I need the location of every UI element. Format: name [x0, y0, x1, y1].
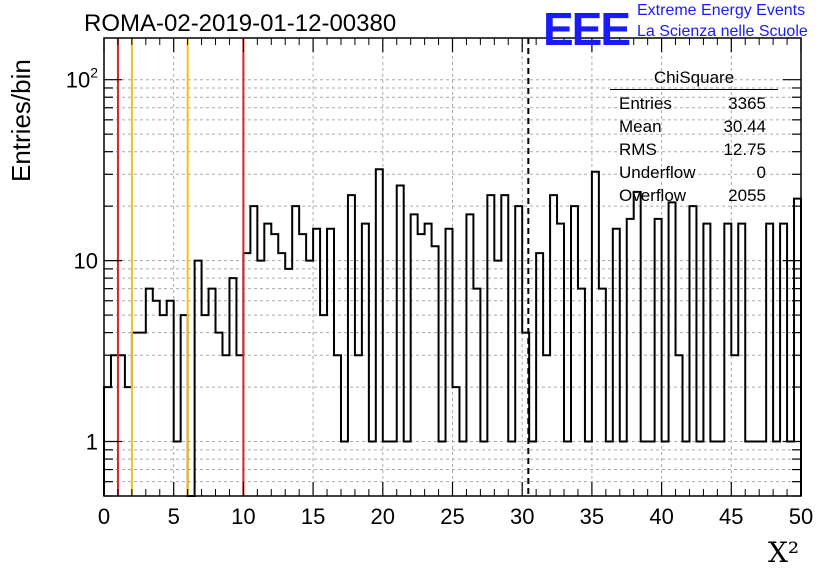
histogram-bin: [195, 261, 202, 496]
logo-subtitle-1: Extreme Energy Events: [637, 2, 806, 19]
x-tick-label: 35: [580, 504, 604, 529]
histogram-bin: [724, 224, 731, 496]
histogram-bin: [425, 224, 432, 496]
histogram-bin: [257, 261, 264, 496]
histogram-bin: [222, 355, 229, 496]
histogram-outline: [103, 168, 802, 497]
histogram-bin: [348, 195, 355, 496]
x-tick-label: 5: [168, 504, 180, 529]
histogram-bin: [146, 289, 153, 496]
stats-value: 30.44: [723, 117, 766, 136]
histogram-bin: [271, 234, 278, 496]
histogram-bin: [132, 333, 139, 496]
histogram-bin: [703, 224, 710, 496]
y-tick-label: 102: [66, 65, 98, 93]
reference-lines: [116, 38, 530, 496]
histogram-bin: [515, 206, 522, 496]
histogram-bin: [292, 206, 299, 496]
histogram-bin: [543, 355, 550, 496]
histogram-bin: [780, 224, 787, 496]
plot-title: ROMA-02-2019-01-12-00380: [84, 10, 397, 37]
stats-row: Overflow 2055: [610, 184, 778, 207]
histogram-bin: [306, 261, 313, 496]
stats-box: ChiSquare Entries 3365 Mean 30.44 RMS 12.75…: [610, 68, 778, 207]
x-tick-label: 10: [231, 504, 255, 529]
histogram-bin: [592, 172, 599, 496]
histogram-bin: [689, 206, 696, 496]
stats-row: Mean 30.44: [610, 115, 778, 138]
histogram-bin: [487, 195, 494, 496]
histogram-bin: [236, 355, 243, 496]
stats-value: 0: [756, 163, 766, 182]
histogram-bin: [432, 246, 439, 496]
histogram-bin: [118, 355, 125, 496]
histogram-bin: [731, 355, 738, 496]
histogram-bin: [264, 224, 271, 496]
stats-label: Underflow: [619, 163, 696, 182]
histogram-bin: [334, 355, 341, 496]
histogram-bin: [209, 289, 216, 496]
y-tick-label: 1: [86, 430, 98, 455]
histogram-bin: [571, 206, 578, 496]
histogram-bin: [738, 224, 745, 496]
histogram-bin: [250, 206, 257, 496]
x-tick-label: 0: [98, 504, 110, 529]
x-tick-label: 50: [789, 504, 813, 529]
histogram-bin: [167, 301, 174, 496]
stats-value: 3365: [728, 94, 766, 113]
histogram-bin: [285, 269, 292, 496]
stats-value: 2055: [728, 186, 766, 205]
stats-label: Entries: [619, 94, 672, 113]
stats-label: Mean: [619, 117, 662, 136]
stats-row: Entries 3365: [610, 92, 778, 115]
histogram-bin: [111, 355, 118, 496]
histogram-bin: [473, 289, 480, 496]
histogram-bin: [578, 289, 585, 496]
histogram-bin: [766, 224, 773, 496]
eee-logo: EEE: [543, 3, 631, 55]
histogram-bin: [550, 195, 557, 496]
y-tick-label: 10: [74, 249, 98, 274]
logo-subtitle-2: La Scienza nelle Scuole: [637, 23, 808, 40]
histogram-bin: [181, 315, 188, 496]
histogram-bin: [320, 315, 327, 496]
stats-label: Overflow: [619, 186, 687, 205]
stats-row: RMS 12.75: [610, 138, 778, 161]
histogram-bin: [216, 333, 223, 496]
histogram-bin: [676, 355, 683, 496]
histogram-bin: [494, 261, 501, 496]
histogram-bin: [599, 289, 606, 496]
histogram-bin: [557, 224, 564, 496]
histogram-bin: [160, 315, 167, 496]
histogram-bin: [355, 355, 362, 496]
y-axis-label: Entries/bin: [6, 59, 36, 182]
stats-title: ChiSquare: [610, 68, 778, 90]
histogram-bin: [362, 224, 369, 496]
histogram-bin: [299, 234, 306, 496]
x-tick-label: 30: [510, 504, 534, 529]
x-tick-label: 20: [371, 504, 395, 529]
histogram-bin: [202, 315, 209, 496]
x-axis-label: X²: [768, 536, 800, 569]
stats-label: RMS: [619, 140, 657, 159]
stats-value: 12.75: [723, 140, 766, 159]
x-tick-label: 15: [301, 504, 325, 529]
histogram-bin: [501, 195, 508, 496]
histogram-bin: [418, 234, 425, 496]
stats-row: Underflow 0: [610, 161, 778, 184]
histogram-bin: [153, 301, 160, 496]
histogram-bin: [634, 192, 641, 496]
x-tick-label: 45: [719, 504, 743, 529]
histogram: [103, 168, 802, 497]
histogram-bin: [794, 199, 801, 496]
x-tick-label: 25: [440, 504, 464, 529]
histogram-bin: [669, 202, 676, 496]
x-tick-label: 40: [649, 504, 673, 529]
histogram-bin: [139, 333, 146, 496]
